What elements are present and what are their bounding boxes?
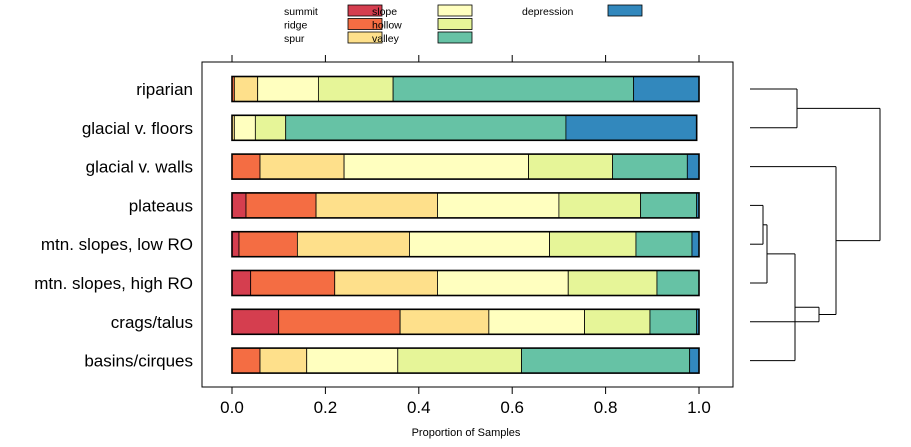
legend-swatch-valley bbox=[437, 31, 473, 44]
bar-segment-spur bbox=[315, 192, 438, 219]
category-label: mtn. slopes, high RO bbox=[34, 274, 193, 293]
bar-group-6 bbox=[231, 308, 700, 336]
x-tick-label: 0.8 bbox=[594, 398, 618, 417]
bar-segment-hollow bbox=[558, 192, 642, 219]
bars bbox=[231, 75, 700, 374]
legend-label-valley: valley bbox=[372, 33, 400, 45]
bar-group-3 bbox=[231, 192, 700, 219]
bar-group-1 bbox=[231, 114, 698, 142]
bar-segment-slope bbox=[488, 308, 585, 335]
legend-label-spur: spur bbox=[284, 33, 305, 45]
bar-segment-valley bbox=[649, 308, 698, 335]
bar-segment-summit bbox=[231, 231, 240, 258]
legend-label-summit: summit bbox=[284, 6, 318, 18]
category-label: crags/talus bbox=[111, 313, 193, 332]
bar-outline bbox=[231, 269, 700, 297]
bar-segment-hollow bbox=[317, 76, 394, 102]
bar-outline bbox=[231, 114, 698, 142]
bar-segment-spur bbox=[233, 76, 259, 102]
plot-frame bbox=[201, 61, 734, 388]
x-tick-label: 0.4 bbox=[407, 398, 431, 417]
bar-segment-ridge bbox=[231, 153, 261, 180]
bar-segment-summit bbox=[231, 270, 252, 296]
bar-segment-depression bbox=[691, 231, 700, 258]
bar-segment-hollow bbox=[567, 270, 658, 296]
x-tick-label: 0.2 bbox=[314, 398, 338, 417]
bar-outline bbox=[231, 192, 700, 219]
legend-swatch-spur bbox=[347, 31, 383, 44]
bar-outline bbox=[231, 308, 700, 336]
legend-label-hollow: hollow bbox=[372, 20, 402, 32]
category-label: glacial v. floors bbox=[82, 119, 193, 138]
category-labels: riparian glacial v. floors glacial v. wall… bbox=[34, 80, 193, 371]
bar-segment-ridge bbox=[278, 308, 401, 335]
category-label: riparian bbox=[136, 80, 193, 99]
bar-segment-ridge bbox=[231, 347, 261, 374]
bar-group-7 bbox=[231, 347, 700, 374]
bar-segment-valley bbox=[656, 270, 700, 296]
x-axis-title: Proportion of Samples bbox=[412, 427, 521, 439]
x-tick-label: 0.0 bbox=[220, 398, 244, 417]
legend-swatch-ridge bbox=[347, 18, 383, 30]
bar-segment-depression bbox=[686, 153, 700, 180]
bar-segment-hollow bbox=[254, 114, 287, 141]
bar-segment-valley bbox=[392, 76, 635, 102]
bar-segment-hollow bbox=[549, 231, 637, 258]
legend-label-ridge: ridge bbox=[284, 20, 308, 32]
x-axis: 0.0 0.2 0.4 0.6 0.8 1.0 bbox=[220, 55, 711, 417]
bar-segment-valley bbox=[285, 114, 567, 141]
bar-segment-depression bbox=[633, 76, 700, 102]
bar-segment-spur bbox=[399, 308, 490, 335]
bar-segment-spur bbox=[259, 153, 345, 180]
bar-segment-valley bbox=[640, 192, 698, 219]
bar-segment-slope bbox=[306, 347, 399, 374]
bar-segment-spur bbox=[296, 231, 410, 258]
bar-segment-hollow bbox=[584, 308, 651, 335]
bar-segment-ridge bbox=[245, 192, 317, 219]
bar-segment-valley bbox=[521, 347, 691, 374]
bar-segment-valley bbox=[612, 153, 688, 180]
bar-group-4 bbox=[231, 230, 700, 258]
bar-segment-valley bbox=[635, 231, 693, 258]
legend-label-slope: slope bbox=[372, 6, 397, 18]
bar-segment-slope bbox=[343, 153, 529, 180]
category-label: mtn. slopes, low RO bbox=[41, 235, 193, 254]
bar-group-0 bbox=[231, 75, 700, 103]
x-tick-label: 1.0 bbox=[687, 398, 711, 417]
legend-swatch-summit bbox=[347, 4, 383, 17]
category-label: basins/cirques bbox=[84, 352, 193, 371]
bar-outline bbox=[231, 153, 700, 180]
bar-segment-spur bbox=[334, 270, 438, 296]
bar-segment-slope bbox=[233, 114, 256, 141]
bar-segment-ridge bbox=[238, 231, 298, 258]
bar-group-2 bbox=[231, 153, 700, 180]
bar-segment-ridge bbox=[250, 270, 336, 296]
bar-segment-slope bbox=[409, 231, 550, 258]
bar-outline bbox=[231, 75, 700, 103]
bar-outline bbox=[231, 347, 700, 374]
bar-segment-spur bbox=[259, 347, 308, 374]
bar-segment-hollow bbox=[528, 153, 614, 180]
dendrogram bbox=[750, 88, 881, 362]
x-tick-label: 0.6 bbox=[500, 398, 524, 417]
legend-label-depression: depression bbox=[522, 6, 574, 18]
bar-segment-slope bbox=[257, 76, 319, 102]
legend-swatch-hollow bbox=[437, 18, 473, 30]
bar-segment-hollow bbox=[397, 347, 522, 374]
bar-segment-depression bbox=[565, 114, 698, 141]
bar-segment-depression bbox=[689, 347, 700, 374]
bar-outline bbox=[231, 230, 700, 258]
bar-segment-slope bbox=[437, 270, 569, 296]
category-label: plateaus bbox=[129, 196, 193, 215]
bar-segment-summit bbox=[231, 192, 247, 219]
legend-swatch-slope bbox=[437, 4, 473, 17]
bar-segment-slope bbox=[437, 192, 560, 219]
bar-group-5 bbox=[231, 269, 700, 297]
category-label: glacial v. walls bbox=[86, 158, 193, 177]
bar-segment-summit bbox=[231, 308, 280, 335]
legend-swatch-depression bbox=[607, 4, 643, 17]
